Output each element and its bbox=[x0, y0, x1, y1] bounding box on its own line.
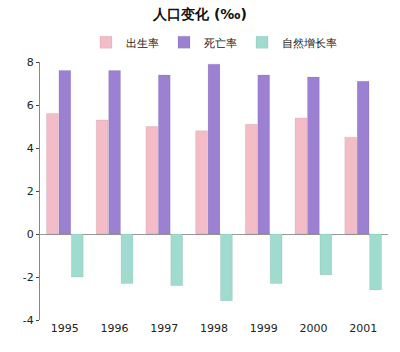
svg-text:出生率: 出生率 bbox=[126, 37, 159, 50]
svg-text:8: 8 bbox=[27, 56, 34, 69]
svg-text:1996: 1996 bbox=[101, 322, 129, 335]
svg-text:2001: 2001 bbox=[349, 322, 377, 335]
svg-text:1997: 1997 bbox=[150, 322, 178, 335]
svg-text:6: 6 bbox=[27, 99, 34, 112]
svg-text:1995: 1995 bbox=[51, 322, 79, 335]
svg-text:自然增长率: 自然增长率 bbox=[282, 37, 337, 50]
svg-text:2: 2 bbox=[27, 185, 34, 198]
svg-text:人口变化 (‰): 人口变化 (‰) bbox=[152, 6, 247, 22]
svg-text:2000: 2000 bbox=[299, 322, 327, 335]
svg-text:-4: -4 bbox=[23, 314, 34, 327]
svg-text:-2: -2 bbox=[23, 271, 34, 284]
svg-text:1999: 1999 bbox=[250, 322, 278, 335]
svg-text:4: 4 bbox=[27, 142, 34, 155]
svg-text:死亡率: 死亡率 bbox=[204, 37, 237, 50]
svg-text:0: 0 bbox=[27, 228, 34, 241]
svg-text:1998: 1998 bbox=[200, 322, 228, 335]
